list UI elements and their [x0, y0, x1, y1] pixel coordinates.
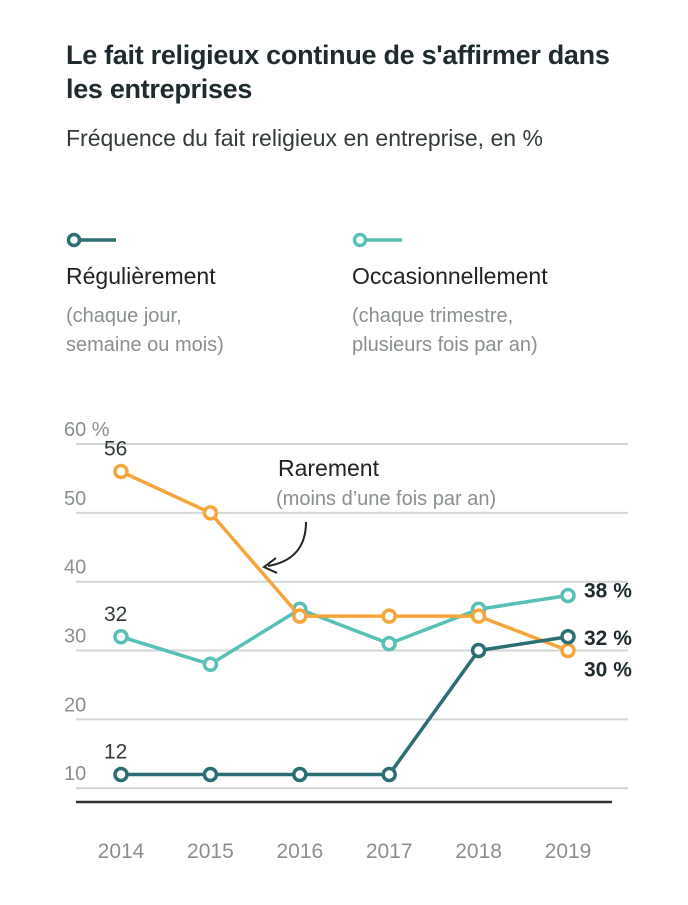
legend-label-regulierement: Régulièrement — [66, 263, 216, 289]
chart-title: Le fait religieux continue de s'affirmer… — [66, 40, 610, 104]
y-tick-label: 10 — [64, 763, 86, 785]
annotation-arrowhead — [262, 557, 278, 574]
data-point — [560, 642, 576, 659]
start-value-label: 12 — [104, 740, 127, 763]
data-point — [113, 629, 129, 645]
chart-subtitle: Fréquence du fait religieux en entrepris… — [66, 125, 543, 151]
series-occasionnellement: 32 38 % — [104, 579, 632, 673]
x-tick-label: 2017 — [366, 840, 413, 863]
y-tick-label: 20 — [64, 694, 86, 716]
x-tick-label: 2015 — [187, 840, 234, 863]
legend-note-occasionnellement: (chaque trimestre, plusieurs fois par an… — [352, 305, 538, 356]
data-point — [381, 608, 397, 624]
data-point — [560, 587, 576, 604]
data-point — [113, 766, 129, 783]
series-régulièrement: 12 32 % — [104, 627, 632, 783]
annotation-arrow — [267, 521, 307, 567]
y-tick-label: 50 — [64, 488, 86, 510]
series-lines: 32 38 % 56 30 % 12 32 % — [104, 438, 632, 783]
annotation-note: (moins d’une fois par an) — [276, 488, 496, 510]
legend-note-regulierement: (chaque jour, semaine ou mois) — [66, 305, 224, 356]
x-tick-label: 2016 — [276, 840, 323, 863]
legend-swatch-regulierement — [66, 232, 116, 248]
data-point — [292, 766, 308, 783]
x-tick-label: 2018 — [455, 840, 502, 863]
data-point — [560, 629, 576, 645]
data-point — [292, 608, 308, 624]
x-axis-ticks: 2014 2015 2016 2017 2018 2019 — [98, 840, 592, 863]
series-line — [120, 469, 569, 653]
data-point — [113, 463, 129, 480]
data-point — [470, 608, 487, 624]
x-tick-label: 2014 — [98, 840, 145, 863]
x-tick-label: 2019 — [545, 840, 592, 863]
data-point — [381, 766, 397, 783]
start-value-label: 56 — [104, 438, 127, 461]
series-line — [120, 593, 569, 667]
end-value-label: 32 % — [584, 627, 632, 650]
annotation-label: Rarement — [278, 455, 380, 481]
y-tick-label: 40 — [64, 557, 86, 579]
y-tick-label: 30 — [64, 626, 86, 648]
start-value-label: 32 — [104, 603, 127, 626]
data-point — [202, 505, 219, 521]
rarement-annotation: Rarement (moins d’une fois par an) — [262, 455, 496, 574]
data-point — [202, 766, 219, 783]
data-point — [202, 656, 219, 673]
end-value-label: 38 % — [584, 579, 632, 602]
data-point — [381, 635, 397, 652]
series-line — [121, 635, 569, 777]
series-rarement: 56 30 % — [104, 438, 632, 682]
data-point — [470, 642, 487, 659]
y-tick-label: 60 % — [64, 419, 110, 441]
end-value-label: 30 % — [584, 659, 632, 682]
y-axis-ticks: 10 20 30 40 50 60 % — [64, 419, 110, 785]
legend-swatch-occasionnellement — [352, 232, 402, 248]
legend-label-occasionnellement: Occasionnellement — [352, 263, 548, 289]
